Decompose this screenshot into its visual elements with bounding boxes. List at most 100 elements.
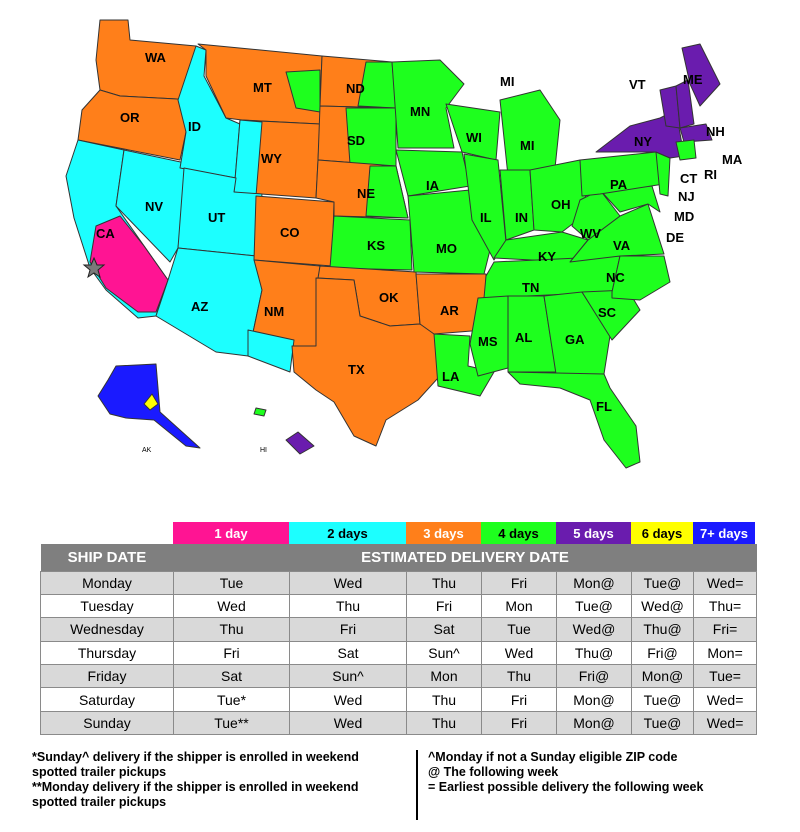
legend-item-6: 6 days bbox=[631, 522, 693, 544]
state-labels: WA OR CA NV ID MT WY UT AZ CO NM ND SD N… bbox=[96, 50, 743, 414]
state-nv bbox=[115, 149, 191, 263]
delivery-cell: Sat bbox=[289, 640, 407, 666]
delivery-cell: Fri bbox=[481, 570, 557, 595]
table-row: Tuesday Wed Thu Fri Mon Tue@ Wed@ Thu= bbox=[40, 593, 758, 619]
delivery-cell: Wed bbox=[289, 687, 407, 712]
state-ne-east bbox=[365, 165, 409, 219]
delivery-cell: Tue bbox=[173, 570, 290, 595]
state-label-fl: FL bbox=[596, 399, 612, 414]
ship-day-cell: Friday bbox=[40, 664, 174, 689]
delivery-cell: Mon@ bbox=[556, 570, 632, 595]
state-in bbox=[499, 169, 535, 241]
delivery-cell: Fri bbox=[406, 593, 482, 619]
state-nm-south bbox=[247, 329, 295, 373]
delivery-cell: Mon= bbox=[692, 640, 758, 666]
state-label-co: CO bbox=[280, 225, 300, 240]
ship-date-header: SHIP DATE bbox=[40, 544, 174, 571]
state-il bbox=[463, 153, 507, 261]
delivery-cell: Fri= bbox=[692, 617, 758, 642]
state-label-me: ME bbox=[683, 72, 703, 87]
state-label-mi: MI bbox=[500, 74, 514, 89]
state-ms bbox=[469, 295, 509, 377]
delivery-table: SHIP DATE ESTIMATED DELIVERY DATE Monday… bbox=[40, 544, 758, 736]
state-label-ar: AR bbox=[440, 303, 459, 318]
legend-item-2: 2 days bbox=[289, 522, 406, 544]
delivery-cell: Fri bbox=[173, 640, 290, 666]
state-label-ky: KY bbox=[538, 249, 556, 264]
delivery-cell: Fri bbox=[481, 710, 557, 736]
delivery-cell: Wed= bbox=[692, 687, 758, 712]
state-label-ca: CA bbox=[96, 226, 115, 241]
delivery-cell: Wed bbox=[481, 640, 557, 666]
note-line: = Earliest possible delivery the followi… bbox=[428, 780, 704, 794]
delivery-cell: Wed= bbox=[692, 710, 758, 736]
state-label-in: IN bbox=[515, 210, 528, 225]
state-label-de: DE bbox=[666, 230, 684, 245]
state-me bbox=[681, 43, 721, 107]
state-ct bbox=[675, 139, 697, 161]
state-label-az: AZ bbox=[191, 299, 208, 314]
legend-item-4: 4 days bbox=[481, 522, 556, 544]
state-label-sd: SD bbox=[347, 133, 365, 148]
legend-item-5: 5 days bbox=[556, 522, 631, 544]
state-label-nh: NH bbox=[706, 124, 725, 139]
state-label-va: VA bbox=[613, 238, 631, 253]
legend-item-3: 3 days bbox=[406, 522, 481, 544]
delivery-cell: Tue@ bbox=[631, 710, 694, 736]
ship-day-cell: Sunday bbox=[40, 710, 174, 736]
state-label-ma: MA bbox=[722, 152, 743, 167]
alaska-label: AK bbox=[142, 447, 152, 454]
delivery-cell: Mon bbox=[481, 593, 557, 619]
delivery-map: WA OR CA NV ID MT WY UT AZ CO NM ND SD N… bbox=[65, 19, 743, 469]
delivery-cell: Thu bbox=[406, 570, 482, 595]
delivery-date-header: ESTIMATED DELIVERY DATE bbox=[173, 544, 757, 571]
state-mn bbox=[391, 59, 465, 149]
note-sunday: *Sunday^ delivery if the shipper is enro… bbox=[32, 750, 432, 810]
ship-day-cell: Tuesday bbox=[40, 593, 174, 619]
note-line: @ The following week bbox=[428, 765, 559, 779]
delivery-cell: Mon@ bbox=[556, 687, 632, 712]
state-label-wy: WY bbox=[261, 151, 282, 166]
state-label-pa: PA bbox=[610, 177, 628, 192]
state-id bbox=[177, 45, 241, 179]
state-label-la: LA bbox=[442, 369, 460, 384]
table-row: Monday Tue Wed Thu Fri Mon@ Tue@ Wed= bbox=[40, 570, 758, 595]
note-line: spotted trailer pickups bbox=[32, 795, 167, 809]
state-hi-east bbox=[285, 431, 315, 455]
table-row: Friday Sat Sun^ Mon Thu Fri@ Mon@ Tue= bbox=[40, 664, 758, 689]
table-row: Sunday Tue** Wed Thu Fri Mon@ Tue@ Wed= bbox=[40, 710, 758, 736]
delivery-cell: Wed bbox=[289, 710, 407, 736]
state-label-nv: NV bbox=[145, 199, 163, 214]
state-label-ny: NY bbox=[634, 134, 652, 149]
state-label-ms: MS bbox=[478, 334, 498, 349]
state-tx bbox=[291, 277, 439, 447]
state-label-oh: OH bbox=[551, 197, 571, 212]
delivery-cell: Thu bbox=[481, 664, 557, 689]
table-row: Wednesday Thu Fri Sat Tue Wed@ Thu@ Fri= bbox=[40, 617, 758, 642]
delivery-cell: Thu bbox=[406, 687, 482, 712]
note-line: ^Monday if not a Sunday eligible ZIP cod… bbox=[428, 750, 678, 764]
delivery-cell: Sun^ bbox=[406, 640, 482, 666]
delivery-cell: Sat bbox=[173, 664, 290, 689]
delivery-legend: 1 day 2 days 3 days 4 days 5 days 6 days 7+ da… bbox=[173, 522, 755, 544]
state-label-nc: NC bbox=[606, 270, 625, 285]
star-icon bbox=[82, 256, 106, 279]
state-label-nj: NJ bbox=[678, 189, 695, 204]
state-label-ok: OK bbox=[379, 290, 399, 305]
delivery-cell: Tue** bbox=[173, 710, 290, 736]
state-label-or: OR bbox=[120, 110, 140, 125]
delivery-cell: Wed= bbox=[692, 570, 758, 595]
footnotes: *Sunday^ delivery if the shipper is enro… bbox=[20, 750, 780, 822]
state-label-wi: WI bbox=[466, 130, 482, 145]
note-line: **Monday delivery if the shipper is enro… bbox=[32, 780, 359, 794]
delivery-cell: Tue@ bbox=[556, 593, 632, 619]
state-nj bbox=[655, 151, 671, 197]
state-label-ct: CT bbox=[680, 171, 697, 186]
delivery-cell: Tue bbox=[481, 617, 557, 642]
state-label-tx: TX bbox=[348, 362, 365, 377]
state-label-il: IL bbox=[480, 210, 492, 225]
state-label-mi: MI bbox=[520, 138, 534, 153]
note-line: *Sunday^ delivery if the shipper is enro… bbox=[32, 750, 359, 764]
delivery-cell: Tue@ bbox=[631, 687, 694, 712]
delivery-cell: Mon@ bbox=[556, 710, 632, 736]
